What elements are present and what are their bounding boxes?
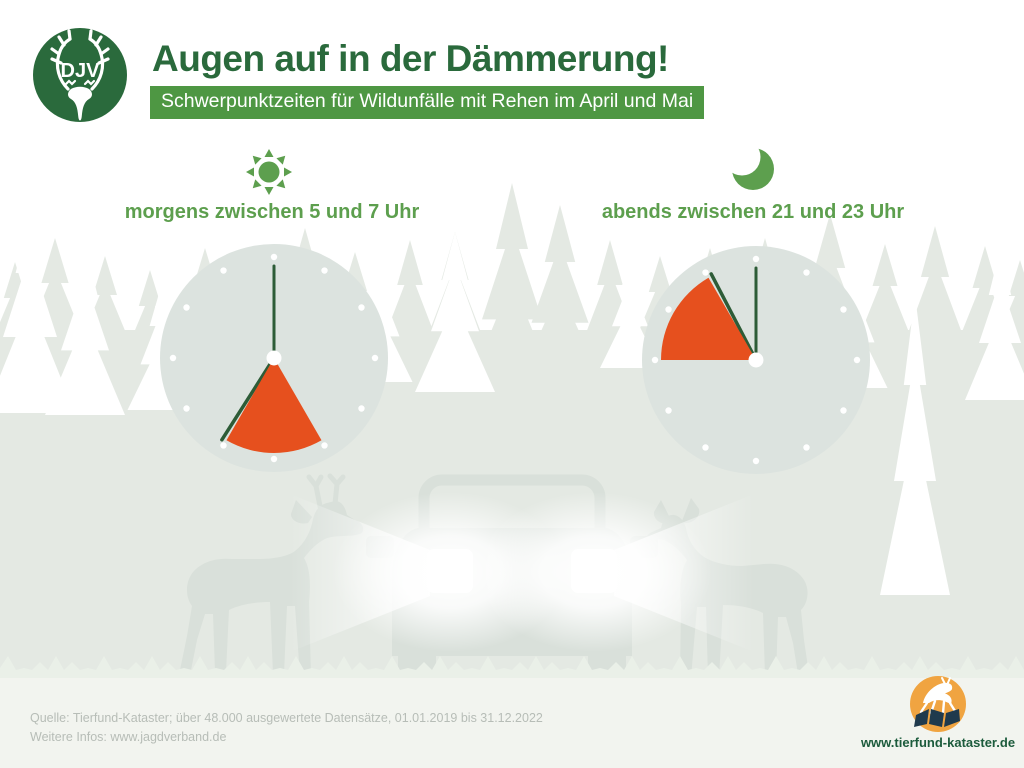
hour-dot xyxy=(853,356,861,364)
tierfund-kataster-logo xyxy=(910,676,966,732)
hour-dot xyxy=(651,356,659,364)
deer-head-icon xyxy=(68,86,92,121)
hour-dot xyxy=(665,306,672,313)
evening-time-label: abends zwischen 21 und 23 Uhr xyxy=(601,201,905,223)
hour-dot xyxy=(220,267,227,274)
info-text: Weitere Infos: www.jagdverband.de xyxy=(30,730,227,744)
hour-dot xyxy=(270,253,278,261)
source-text: Quelle: Tierfund-Kataster; über 48.000 a… xyxy=(30,711,543,725)
hour-hand xyxy=(709,272,758,362)
accident-peak-wedge xyxy=(226,358,322,453)
clock-morning xyxy=(154,238,394,478)
page-subtitle: Schwerpunktzeiten für Wildunfälle mit Re… xyxy=(150,86,705,119)
clock-dial-morning xyxy=(160,244,388,472)
footer-background xyxy=(0,678,1024,768)
hour-dot xyxy=(840,306,847,313)
morning-time-label: morgens zwischen 5 und 7 Uhr xyxy=(124,201,420,223)
hour-dot xyxy=(752,457,760,465)
hour-dot xyxy=(840,407,847,414)
headlight-right xyxy=(571,549,617,593)
hour-dot xyxy=(702,444,709,451)
headlight-left xyxy=(427,549,473,593)
hour-dot xyxy=(321,267,328,274)
sun-icon xyxy=(246,149,292,195)
clock-dial-evening xyxy=(642,246,870,474)
hour-dot xyxy=(183,304,190,311)
djv-logo-text: DJV xyxy=(61,60,101,82)
hour-dot xyxy=(169,354,177,362)
hour-dot xyxy=(752,255,760,263)
accident-peak-wedge xyxy=(661,277,756,360)
clock-center-dot xyxy=(266,350,282,366)
car-silhouette xyxy=(290,474,754,674)
djv-logo: DJV xyxy=(33,28,127,122)
hour-dot xyxy=(358,304,365,311)
hour-hand xyxy=(220,356,276,442)
hour-dot xyxy=(321,442,328,449)
hour-dot xyxy=(371,354,379,362)
hour-dot xyxy=(803,444,810,451)
clock-center-dot xyxy=(748,352,764,368)
grass xyxy=(0,656,1024,684)
hour-dot xyxy=(702,269,709,276)
hour-dot xyxy=(665,407,672,414)
leaping-deer-icon xyxy=(919,677,957,715)
folded-map-icon xyxy=(914,709,960,727)
hour-dot xyxy=(183,405,190,412)
deer-left-body xyxy=(180,501,364,676)
tierfund-kataster-url: www.tierfund-kataster.de xyxy=(860,735,1016,750)
clock-evening xyxy=(636,240,876,480)
antlers-icon xyxy=(50,29,110,91)
hour-dot xyxy=(803,269,810,276)
deer-right-ear-2 xyxy=(682,498,700,524)
hour-dot xyxy=(270,455,278,463)
hour-dot xyxy=(358,405,365,412)
tierfund-kataster-block: www.tierfund-kataster.de xyxy=(838,675,1024,750)
hour-dot xyxy=(220,442,227,449)
moon-icon xyxy=(727,141,774,190)
page-title: Augen auf in der Dämmerung! xyxy=(152,38,669,79)
